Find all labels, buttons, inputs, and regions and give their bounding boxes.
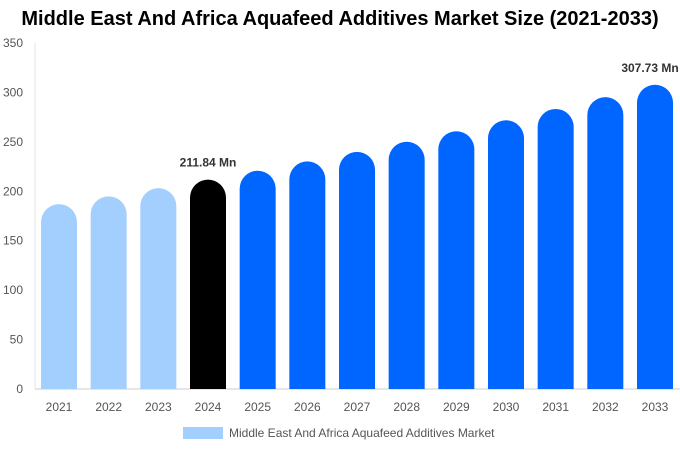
bar-2026: [289, 161, 326, 389]
legend-label: Middle East And Africa Aquafeed Additive…: [229, 426, 495, 440]
x-tick-label: 2033: [642, 400, 669, 414]
chart-title: Middle East And Africa Aquafeed Additive…: [21, 8, 659, 30]
y-tick-label: 100: [3, 283, 23, 297]
x-tick-label: 2029: [443, 400, 470, 414]
bar-2029: [438, 131, 475, 390]
y-tick-label: 250: [3, 135, 23, 149]
bar-2028: [388, 141, 425, 389]
bar-2031: [537, 108, 574, 389]
x-tick-label: 2027: [344, 400, 371, 414]
x-tick-label: 2021: [46, 400, 73, 414]
y-tick-label: 200: [3, 184, 23, 198]
legend-swatch: [183, 427, 223, 439]
bar-2021: [41, 204, 77, 389]
bar-2022: [90, 196, 127, 389]
y-tick-label: 350: [3, 36, 23, 50]
legend[interactable]: Middle East And Africa Aquafeed Additive…: [183, 426, 495, 440]
y-tick-label: 50: [10, 333, 24, 347]
bar-2027: [339, 151, 375, 389]
bar-2024: [190, 179, 226, 389]
x-tick-label: 2022: [95, 400, 122, 414]
bar-2033: [637, 84, 673, 389]
x-tick-label: 2025: [244, 400, 271, 414]
bar-2032: [587, 97, 624, 389]
x-tick-label: 2031: [542, 400, 569, 414]
x-tick-label: 2023: [145, 400, 172, 414]
bar-2030: [488, 120, 524, 390]
x-tick-label: 2030: [493, 400, 520, 414]
y-tick-label: 0: [16, 382, 23, 396]
y-tick-label: 150: [3, 234, 23, 248]
bar-2025: [239, 170, 276, 389]
x-tick-label: 2024: [195, 400, 222, 414]
data-label-2024: 211.84 Mn: [180, 156, 237, 170]
data-label-2033: 307.73 Mn: [621, 61, 678, 75]
x-tick-label: 2028: [393, 400, 420, 414]
x-tick-label: 2032: [592, 400, 619, 414]
x-tick-label: 2026: [294, 400, 321, 414]
bar-2023: [140, 188, 177, 389]
y-tick-label: 300: [3, 85, 23, 99]
